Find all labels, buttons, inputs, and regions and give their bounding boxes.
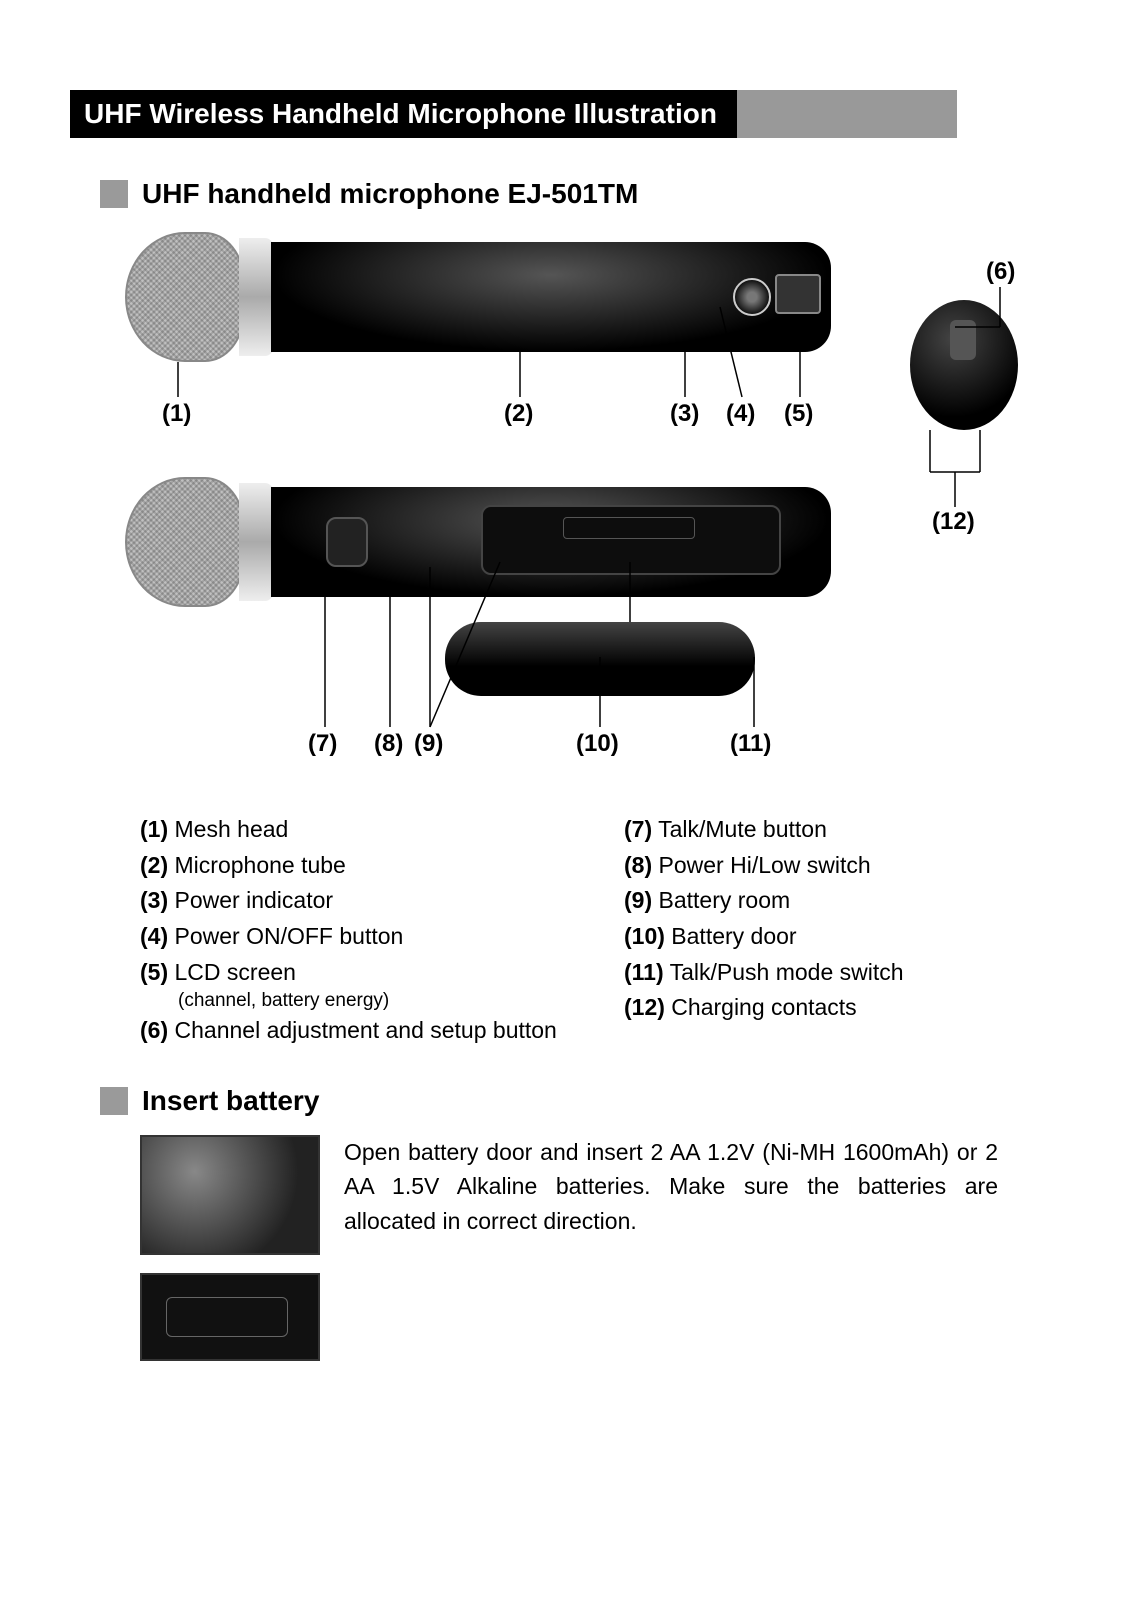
legend-item: (12) Charging contacts <box>624 990 1048 1026</box>
battery-thumbs <box>140 1135 320 1361</box>
section-heading-battery: Insert battery <box>100 1085 1058 1117</box>
battery-thumb-bay <box>140 1273 320 1361</box>
section-heading-mic: UHF handheld microphone EJ-501TM <box>100 178 1058 210</box>
section-square-icon <box>100 180 128 208</box>
legend-item-sub: (channel, battery energy) <box>178 990 564 1013</box>
legend-item: (9) Battery room <box>624 883 1048 919</box>
section-title-mic: UHF handheld microphone EJ-501TM <box>142 178 638 210</box>
callout-1: (1) <box>162 400 191 428</box>
mic-diagram: (1) (2) (3) (4) (5) (6) (12) (7) (8) (9)… <box>70 222 1058 782</box>
callout-3: (3) <box>670 400 699 428</box>
legend-item: (11) Talk/Push mode switch <box>624 955 1048 991</box>
legend-item: (10) Battery door <box>624 919 1048 955</box>
page-title: UHF Wireless Handheld Microphone Illustr… <box>70 90 737 138</box>
callout-lines <box>70 222 1058 782</box>
section-title-battery: Insert battery <box>142 1085 319 1117</box>
title-gray-block <box>737 90 957 138</box>
callout-8: (8) <box>374 730 403 758</box>
section-square-icon <box>100 1087 128 1115</box>
legend-item: (3) Power indicator <box>140 883 564 919</box>
callout-10: (10) <box>576 730 619 758</box>
legend-item: (2) Microphone tube <box>140 848 564 884</box>
legend-item: (4) Power ON/OFF button <box>140 919 564 955</box>
battery-instructions: Open battery door and insert 2 AA 1.2V (… <box>344 1135 998 1239</box>
callout-2: (2) <box>504 400 533 428</box>
callout-11: (11) <box>730 730 771 758</box>
battery-thumb-open <box>140 1135 320 1255</box>
callout-9: (9) <box>414 730 443 758</box>
battery-section: Open battery door and insert 2 AA 1.2V (… <box>140 1135 998 1361</box>
callout-5: (5) <box>784 400 813 428</box>
legend-col-left: (1) Mesh head (2) Microphone tube (3) Po… <box>140 812 564 1049</box>
callout-4: (4) <box>726 400 755 428</box>
legend-item: (7) Talk/Mute button <box>624 812 1048 848</box>
legend-item: (5) LCD screen <box>140 955 564 991</box>
legend-item: (6) Channel adjustment and setup button <box>140 1013 564 1049</box>
legend-col-right: (7) Talk/Mute button (8) Power Hi/Low sw… <box>624 812 1048 1049</box>
legend-item: (8) Power Hi/Low switch <box>624 848 1048 884</box>
callout-7: (7) <box>308 730 337 758</box>
callout-6: (6) <box>986 258 1015 286</box>
page-title-bar: UHF Wireless Handheld Microphone Illustr… <box>70 90 1058 138</box>
callout-12: (12) <box>932 508 975 536</box>
legend: (1) Mesh head (2) Microphone tube (3) Po… <box>140 812 1048 1049</box>
legend-item: (1) Mesh head <box>140 812 564 848</box>
